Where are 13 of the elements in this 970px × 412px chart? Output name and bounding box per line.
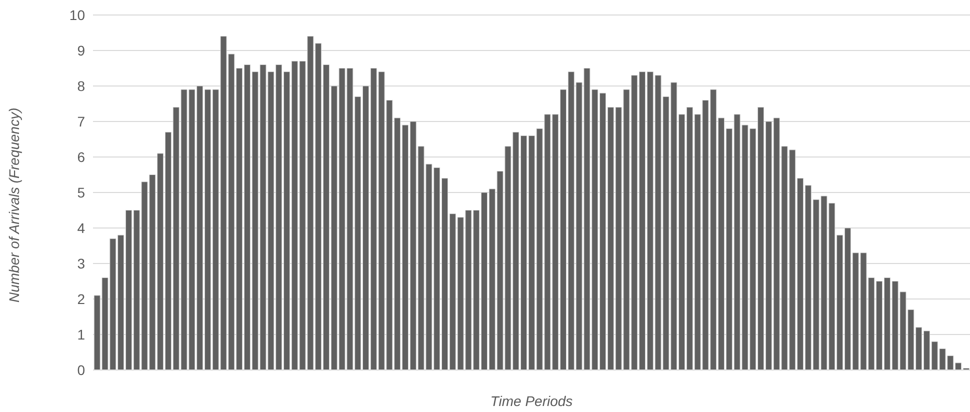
y-tick-label: 10	[69, 6, 86, 23]
y-tick-label: 5	[77, 184, 86, 200]
y-tick-label: 2	[77, 290, 86, 307]
y-tick-label: 8	[77, 78, 86, 94]
y-tick-label: 4	[77, 220, 86, 236]
y-tick-label: 0	[77, 362, 86, 378]
y-tick-label: 9	[77, 42, 86, 58]
x-axis-title: Time Periods	[490, 393, 573, 409]
y-tick-label: 6	[77, 148, 86, 165]
y-tick-label: 1	[77, 326, 86, 342]
y-axis-title: Number of Arrivals (Frequency)	[6, 108, 22, 302]
y-tick-label: 3	[77, 255, 86, 272]
y-tick-label: 7	[77, 113, 86, 130]
